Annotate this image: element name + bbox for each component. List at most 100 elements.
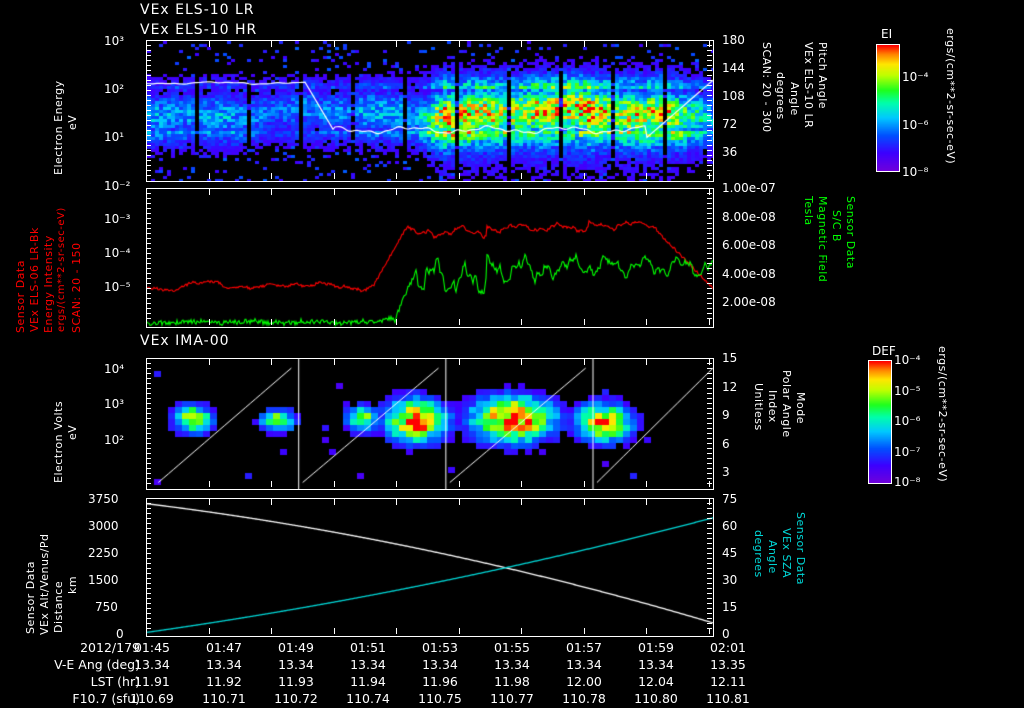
axis-tick	[147, 618, 151, 619]
axis-tick	[707, 428, 712, 429]
panel2-y2tick-2: 6.00e-08	[722, 238, 776, 252]
axis-tick	[147, 140, 151, 141]
panel2-right-axis-label-4: Tesla	[802, 196, 815, 226]
axis-tick	[521, 173, 522, 179]
axis-tick	[708, 189, 710, 195]
panel1-spectrogram[interactable]	[146, 40, 714, 182]
panel1-colorbar-canvas	[877, 45, 899, 171]
panel1-y2tick-2: 108	[722, 89, 745, 103]
axis-tick	[458, 173, 460, 179]
panel2-right-axis-label-2: S/C B	[830, 210, 843, 242]
panel4-y2tick-1: 60	[722, 519, 738, 533]
axis-tick	[147, 258, 151, 259]
axis-tick	[146, 628, 147, 634]
axis-tick	[458, 481, 460, 487]
axis-tick	[147, 603, 151, 604]
time-table-cell: 01:49	[277, 640, 315, 655]
axis-tick	[147, 433, 151, 434]
axis-tick	[147, 588, 151, 589]
panel2-left-axis-label-1: Sensor Data	[14, 260, 27, 333]
axis-tick	[707, 623, 712, 624]
panel4-timeseries[interactable]	[146, 498, 714, 637]
axis-tick	[271, 499, 272, 505]
axis-tick	[271, 319, 272, 325]
time-table-cell: 01:45	[133, 640, 171, 655]
time-table-cell: 110.78	[562, 691, 606, 706]
axis-tick	[396, 499, 397, 505]
axis-tick	[707, 130, 712, 131]
axis-tick	[147, 273, 151, 274]
axis-tick	[147, 80, 151, 81]
panel3-colorbar[interactable]	[868, 360, 892, 484]
axis-tick	[707, 363, 712, 364]
panel4-right-axis-label-3: Angle	[766, 540, 779, 574]
panel2-left-axis-label-2: VEx ELS-06 LR-Bk	[28, 227, 41, 332]
axis-tick	[333, 41, 335, 47]
axis-tick	[707, 588, 712, 589]
axis-tick	[646, 359, 647, 365]
axis-tick	[147, 293, 151, 294]
axis-tick	[147, 150, 151, 151]
axis-tick	[646, 319, 647, 325]
axis-tick	[147, 408, 151, 409]
axis-tick	[147, 608, 151, 609]
panel3-y2tick-4: 3	[722, 465, 730, 479]
axis-tick	[147, 443, 151, 444]
panel2-right-axis-label-3: Magnetic Field	[816, 196, 829, 283]
axis-tick	[147, 573, 151, 574]
panel3-colorbar-unit: ergs/(cm**2-sr-sec-eV)	[936, 346, 949, 483]
panel1-colorbar-unit: ergs/(cm**2-sr-sec-eV)	[944, 28, 957, 165]
panel1-right-axis-label-2: VEx ELS-10 LR	[802, 42, 815, 129]
axis-tick	[147, 110, 151, 111]
panel3-colorbar-tick-0: 10⁻⁴	[894, 353, 921, 367]
axis-tick	[271, 481, 272, 487]
axis-tick	[147, 243, 151, 244]
panel3-right-axis-label-1: Mode	[794, 392, 807, 424]
time-table-cell: 12.04	[638, 674, 674, 689]
panel4-y2tick-2: 45	[722, 546, 738, 560]
time-table-cell: 01:55	[493, 640, 531, 655]
panel1-y2tick-0: 180	[722, 33, 745, 47]
axis-tick	[147, 623, 151, 624]
panel3-spectrogram[interactable]	[146, 358, 714, 490]
axis-tick	[707, 513, 712, 514]
time-table-cell: 110.74	[346, 691, 390, 706]
time-table-cell: 13.34	[422, 657, 458, 672]
axis-tick	[146, 173, 147, 179]
panel1-left-axis-label-1: Electron Energy	[52, 80, 65, 175]
panel1-ytick-0: 10³	[104, 34, 125, 48]
axis-tick	[707, 523, 712, 524]
axis-tick	[147, 583, 151, 584]
panel1-colorbar[interactable]	[876, 44, 900, 172]
axis-tick	[707, 248, 712, 249]
panel4-y2tick-0: 75	[722, 492, 738, 506]
axis-tick	[458, 499, 460, 505]
axis-tick	[147, 60, 151, 61]
panel1-colorbar-tick-1: 10⁻⁶	[902, 118, 929, 132]
axis-tick	[147, 523, 151, 524]
panel2-timeseries[interactable]	[146, 188, 714, 328]
axis-tick	[396, 173, 397, 179]
time-table-row-label: 2012/179	[80, 640, 140, 655]
panel2-y2tick-1: 8.00e-08	[722, 210, 776, 224]
axis-tick	[707, 145, 712, 146]
axis-tick	[147, 75, 151, 76]
time-table-cell: 01:53	[421, 640, 459, 655]
axis-tick	[707, 553, 712, 554]
axis-tick	[707, 170, 712, 171]
axis-tick	[147, 563, 151, 564]
axis-tick	[147, 105, 151, 106]
axis-tick	[147, 368, 151, 369]
axis-tick	[707, 418, 712, 419]
axis-tick	[147, 233, 151, 234]
panel2-y2tick-3: 4.00e-08	[722, 267, 776, 281]
axis-tick	[147, 120, 151, 121]
axis-tick	[147, 253, 151, 254]
axis-tick	[707, 628, 712, 629]
panel2-y2tick-4: 2.00e-08	[722, 295, 776, 309]
axis-tick	[708, 41, 710, 47]
axis-tick	[458, 189, 460, 195]
panel3-ytick-2: 10²	[104, 433, 125, 447]
time-table-cell: 12.11	[710, 674, 746, 689]
